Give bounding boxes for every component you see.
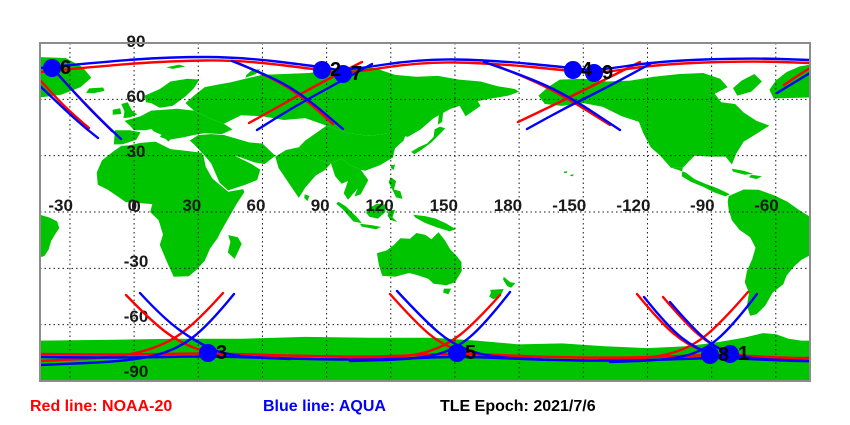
longitude-tick-label: 90 [311, 196, 330, 215]
track-noaa-20 [40, 78, 91, 130]
track-aqua [230, 59, 345, 131]
landmass [359, 223, 382, 230]
longitude-tick-label: -30 [48, 196, 73, 215]
track-noaa-20 [40, 59, 810, 75]
legend-red-line: Red line: NOAA-20 [30, 398, 173, 415]
landmass [749, 174, 762, 180]
sno-point-number: 6 [60, 57, 71, 79]
landmass [189, 134, 276, 191]
longitude-tick-label: 150 [430, 196, 458, 215]
longitude-tick-label: 30 [182, 196, 201, 215]
landmass [733, 74, 762, 96]
sno-point [334, 65, 352, 83]
latitude-tick-label: 0 [131, 197, 140, 216]
landmass [570, 174, 574, 177]
sno-point [448, 344, 466, 362]
track-aqua [40, 55, 810, 72]
sno-point-number: 9 [602, 62, 613, 84]
landmass [459, 95, 481, 117]
sno-point-number: 2 [330, 59, 341, 81]
landmass [376, 232, 462, 286]
track-aqua [40, 292, 236, 367]
track-noaa-20 [338, 293, 502, 361]
landmass [336, 201, 362, 224]
longitude-tick-label: 60 [247, 196, 266, 215]
sno-point [585, 64, 603, 82]
sno-point [199, 344, 217, 362]
landmass [185, 66, 520, 137]
track-noaa-20 [598, 290, 750, 362]
sno-point [313, 61, 331, 79]
sno-point-number: 3 [216, 342, 227, 364]
landmass [304, 194, 310, 202]
latitude-tick-label: 30 [127, 142, 146, 161]
landmass [731, 168, 754, 175]
track-aqua [775, 71, 810, 95]
landmass [538, 73, 770, 168]
latitude-tick-label: -90 [124, 362, 149, 381]
latitude-tick-label: 60 [127, 87, 146, 106]
landmass [366, 203, 386, 219]
longitude-tick-label: -120 [616, 196, 650, 215]
sno-point-number: 4 [581, 59, 593, 81]
landmass [144, 78, 200, 108]
track-aqua [138, 291, 292, 361]
longitude-tick-label: -60 [754, 196, 779, 215]
track-noaa-20 [516, 60, 642, 124]
landmass [727, 189, 810, 316]
landmass [40, 214, 60, 258]
landmass [112, 108, 122, 115]
track-aqua [608, 292, 759, 364]
track-aqua [40, 84, 100, 140]
landmass [227, 235, 242, 259]
sno-point-number: 7 [351, 63, 362, 85]
landmass [124, 108, 233, 140]
landmass [443, 288, 452, 295]
track-aqua [482, 60, 622, 132]
sno-point-number: 8 [718, 344, 729, 366]
latitude-tick-label: -30 [124, 252, 149, 271]
sno-point-number: 1 [738, 343, 749, 365]
landmass [390, 164, 396, 171]
sno-point [721, 345, 739, 363]
landmass [503, 276, 516, 288]
landmass [275, 147, 331, 198]
sno-point [564, 61, 582, 79]
landmass [166, 64, 186, 69]
latitude-tick-label: 90 [127, 32, 146, 51]
track-noaa-20 [782, 66, 810, 87]
landmass [564, 171, 568, 174]
landmass [86, 87, 105, 94]
landmass [330, 158, 369, 200]
sno-point [701, 346, 719, 364]
track-noaa-20 [124, 293, 282, 359]
latitude-tick-label: -60 [124, 307, 149, 326]
landmass [437, 111, 444, 125]
sno-point [43, 59, 61, 77]
longitude-tick-label: -90 [690, 196, 715, 215]
track-aqua [525, 62, 652, 131]
landmass [388, 177, 403, 199]
landmass [413, 214, 456, 232]
track-aqua [54, 70, 123, 141]
landmass [298, 125, 406, 171]
landmass [96, 141, 245, 277]
legend-blue-line: Blue line: AQUA [263, 398, 386, 415]
landmass [387, 209, 398, 222]
landmass [121, 102, 138, 119]
landmass [151, 126, 174, 142]
longitude-tick-label: 120 [365, 196, 393, 215]
longitude-tick-label: 0 [128, 196, 137, 215]
legend-tle-epoch: TLE Epoch: 2021/7/6 [440, 398, 596, 415]
longitude-tick-label: -150 [552, 196, 586, 215]
sno-point-number: 5 [465, 342, 476, 364]
landmass [489, 289, 504, 300]
plot-frame [39, 42, 811, 382]
longitude-tick-label: 180 [494, 196, 522, 215]
landmass [672, 167, 730, 197]
track-aqua [395, 289, 552, 362]
landmass [411, 126, 446, 155]
